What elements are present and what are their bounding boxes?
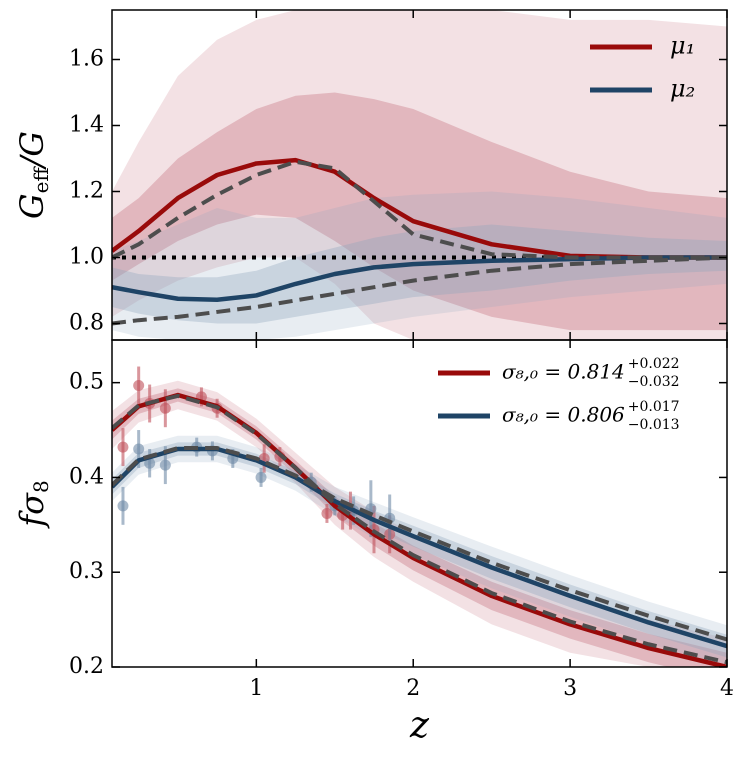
- x-tick-label: 4: [720, 676, 734, 701]
- legend-label: σ₈,₀ = 0.814: [502, 360, 625, 384]
- confidence-band: [112, 380, 727, 667]
- x-tick-label: 2: [406, 676, 420, 701]
- data-point: [117, 500, 129, 512]
- legend-sub: −0.013: [628, 417, 680, 433]
- legend-label: σ₈,₀ = 0.806: [502, 403, 625, 427]
- data-point: [117, 441, 129, 453]
- plot-area: [112, 10, 727, 340]
- confidence-band: [112, 224, 727, 324]
- y-tick-label: 0.3: [69, 559, 104, 584]
- dashed-curve: [112, 159, 727, 260]
- y-tick-label: 1.0: [69, 245, 104, 270]
- curve: [112, 446, 727, 649]
- y-axis-label: Geff/G: [13, 131, 53, 219]
- legend-label: μ₂: [670, 75, 695, 103]
- data-point: [159, 459, 171, 471]
- legend-label: μ₁: [670, 32, 695, 60]
- data-point: [255, 471, 267, 483]
- y-axis-label-part: G: [13, 193, 51, 219]
- y-axis-label: fσ8: [13, 480, 53, 528]
- y-tick-label: 0.4: [69, 464, 104, 489]
- y-tick-label: 1.4: [69, 113, 104, 138]
- dashed-curve: [112, 393, 727, 665]
- y-tick-label: 0.8: [69, 311, 104, 336]
- y-axis-label-part: eff: [29, 166, 53, 194]
- legend-sup: +0.017: [628, 399, 680, 415]
- data-point: [133, 443, 145, 455]
- y-tick-label: 1.2: [69, 179, 104, 204]
- y-tick-label: 1.6: [69, 47, 104, 72]
- y-axis-label-part: /G: [13, 131, 51, 170]
- y-axis-label-part: 8: [29, 480, 53, 493]
- data-point: [133, 379, 145, 391]
- plot-area: [112, 366, 727, 667]
- y-tick-label: 0.5: [69, 370, 104, 395]
- y-tick-label: 0.2: [69, 654, 104, 679]
- x-tick-label: 1: [249, 676, 263, 701]
- confidence-band: [112, 388, 727, 667]
- confidence-band: [112, 442, 727, 658]
- y-axis-label-part: fσ: [13, 492, 51, 529]
- legend-sup: +0.022: [628, 356, 680, 372]
- data-point: [159, 402, 171, 414]
- x-axis-label: z: [409, 705, 430, 746]
- confidence-band: [112, 92, 727, 331]
- data-point: [321, 507, 333, 519]
- data-point: [144, 457, 156, 469]
- confidence-band: [112, 435, 727, 667]
- x-tick-label: 3: [563, 676, 577, 701]
- axes-frame: [111, 339, 728, 668]
- legend-sub: −0.032: [628, 374, 680, 390]
- dashed-curve: [112, 255, 727, 326]
